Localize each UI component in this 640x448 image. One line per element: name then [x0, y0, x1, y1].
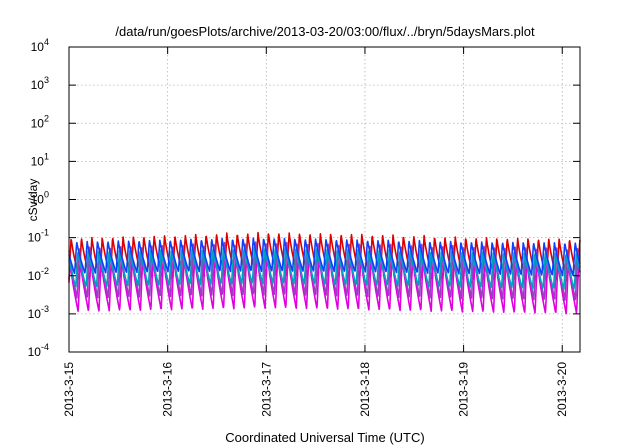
axis-ticks: 10-4 10-3 10-2 10-1 100 101 102 103 104 2013-3-15… [28, 37, 580, 417]
y-tick-label: 100 [31, 190, 49, 207]
x-tick-label: 2013-3-15 [62, 362, 76, 417]
y-tick-label: 102 [31, 113, 49, 130]
series-line [68, 237, 581, 277]
y-tick-label: 10-2 [28, 266, 49, 283]
series-line [68, 241, 581, 302]
x-tick-label: 2013-3-16 [161, 362, 175, 417]
y-tick-label: 104 [31, 37, 49, 54]
x-tick-label: 2013-3-20 [555, 362, 569, 417]
x-axis-label: Coordinated Universal Time (UTC) [225, 430, 424, 445]
x-tick-label: 2013-3-18 [358, 362, 372, 417]
series-lines [68, 231, 581, 315]
y-tick-label: 101 [31, 151, 49, 168]
x-tick-label: 2013-3-19 [457, 362, 471, 417]
y-tick-label: 10-4 [28, 342, 49, 359]
y-tick-label: 10-1 [28, 228, 49, 245]
y-axis-label: cSv/day [26, 179, 40, 222]
y-tick-label: 10-3 [28, 304, 49, 321]
series-line [68, 246, 581, 290]
x-tick-label: 2013-3-17 [259, 362, 273, 417]
chart-title: /data/run/goesPlots/archive/2013-03-20/0… [115, 24, 535, 39]
y-tick-label: 103 [31, 75, 49, 92]
